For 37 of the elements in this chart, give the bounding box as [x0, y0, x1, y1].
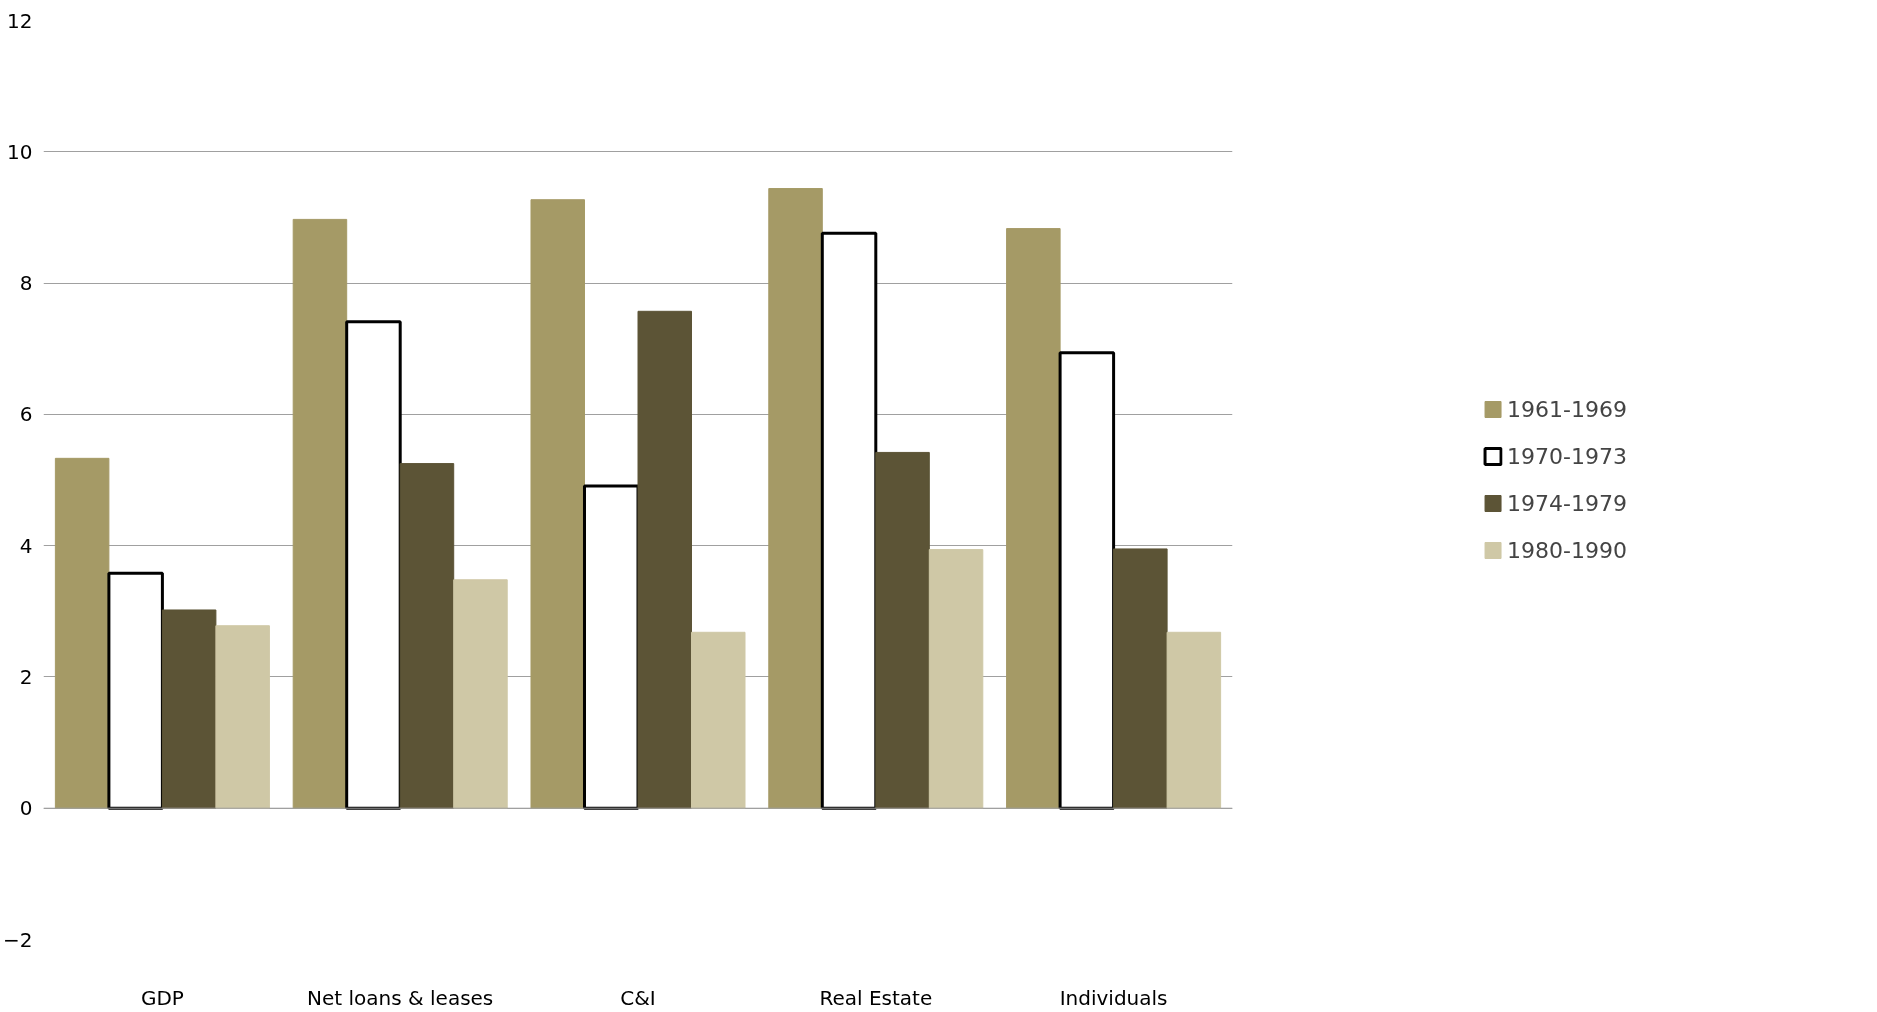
y-tick-label: −2: [3, 927, 33, 952]
x-tick-label: GDP: [140, 985, 184, 1010]
y-tick-label: 6: [19, 402, 33, 427]
y-tick-label: 2: [19, 664, 33, 689]
bar: [1058, 351, 1116, 810]
bar: [1006, 228, 1061, 809]
legend-label: 1980-1990: [1507, 537, 1627, 563]
bar: [768, 188, 823, 809]
bar: [453, 579, 508, 809]
bar: [54, 457, 110, 809]
legend-label: 1974-1979: [1507, 490, 1627, 516]
bar: [875, 451, 930, 809]
y-tick-label: 12: [7, 8, 33, 33]
bar: [215, 625, 270, 809]
y-tick-label: 0: [19, 796, 33, 821]
y-tick-label: 10: [7, 139, 33, 164]
bar: [530, 199, 585, 809]
bar: [345, 320, 402, 810]
bar: [637, 310, 693, 809]
x-tick-label: Real Estate: [819, 985, 933, 1010]
x-tick-label: Net loans & leases: [307, 985, 494, 1010]
bar: [161, 609, 217, 809]
bar: [820, 231, 878, 810]
legend-label: 1961-1969: [1507, 396, 1627, 422]
bar: [292, 218, 348, 809]
bar: [928, 549, 984, 809]
y-tick-label: 4: [19, 533, 33, 558]
bar: [691, 631, 746, 809]
bar: [582, 484, 640, 810]
x-tick-label: C&I: [620, 985, 656, 1010]
bar: [107, 571, 164, 810]
x-tick-label: Individuals: [1059, 985, 1168, 1010]
legend-label: 1970-1973: [1507, 443, 1627, 469]
bar: [1113, 548, 1168, 809]
bar: [1166, 631, 1222, 809]
bar: [399, 463, 455, 809]
y-tick-label: 8: [19, 271, 33, 296]
